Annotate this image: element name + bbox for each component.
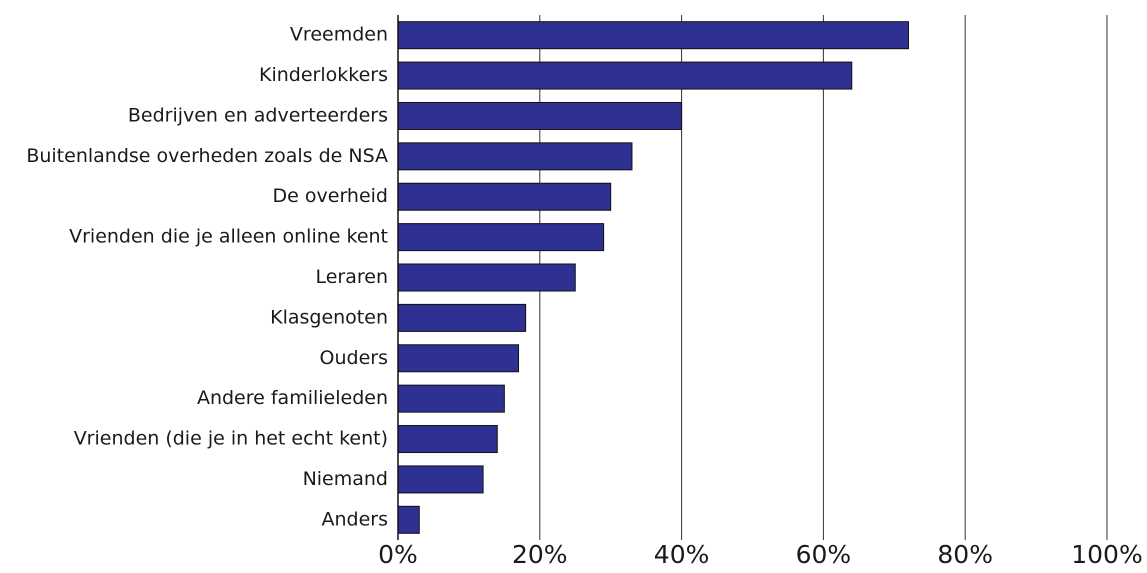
bar	[397, 263, 576, 292]
y-tick-label: Andere familieleden	[197, 387, 388, 409]
y-tick-label: Vreemden	[290, 24, 388, 46]
y-tick-label: De overheid	[273, 185, 388, 207]
x-tick-label: 80%	[937, 540, 993, 569]
bar	[397, 223, 605, 252]
bar	[397, 61, 853, 90]
bar	[397, 101, 683, 130]
bar	[397, 384, 505, 413]
bar	[397, 344, 520, 373]
bar	[397, 303, 527, 332]
y-tick-label: Buitenlandse overheden zoals de NSA	[26, 145, 388, 167]
x-tick-label: 0%	[378, 540, 418, 569]
bar	[397, 425, 498, 454]
x-tick-label: 60%	[796, 540, 852, 569]
y-tick-label: Vrienden die je alleen online kent	[69, 226, 388, 248]
bar	[397, 182, 612, 211]
y-tick-label: Leraren	[315, 266, 388, 288]
bar	[397, 465, 484, 494]
bar	[397, 505, 420, 534]
y-tick-label: Niemand	[303, 468, 388, 490]
bar	[397, 142, 633, 171]
bar	[397, 21, 909, 50]
x-tick-label: 20%	[512, 540, 568, 569]
y-tick-label: Bedrijven en adverteerders	[128, 104, 388, 126]
x-tick-label: 40%	[654, 540, 710, 569]
y-tick-label: Ouders	[320, 347, 388, 369]
x-tick-label: 100%	[1071, 540, 1142, 569]
y-tick-label: Anders	[322, 508, 389, 530]
y-tick-label: Kinderlokkers	[259, 64, 388, 86]
y-tick-label: Klasgenoten	[270, 306, 388, 328]
y-tick-label: Vrienden (die je in het echt kent)	[74, 428, 388, 450]
